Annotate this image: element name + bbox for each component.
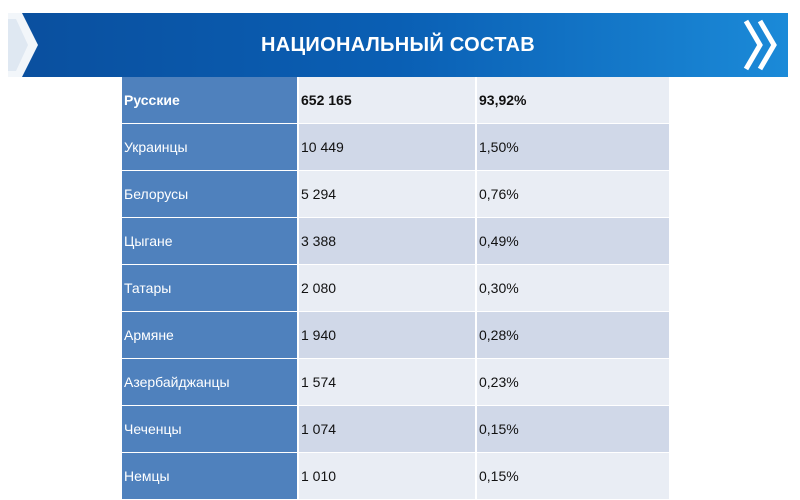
table-row: Белорусы 5 294 0,76% xyxy=(122,170,669,218)
percent-cell: 0,30% xyxy=(476,264,669,312)
count-cell: 1 940 xyxy=(298,311,477,359)
percent-cell: 93,92% xyxy=(476,77,669,124)
title-banner: НАЦИОНАЛЬНЫЙ СОСТАВ xyxy=(8,13,788,77)
table-row: Украинцы 10 449 1,50% xyxy=(122,123,669,171)
count-cell: 1 574 xyxy=(298,358,477,406)
table-row: Азербайджанцы 1 574 0,23% xyxy=(122,358,669,406)
count-cell: 5 294 xyxy=(298,170,477,218)
count-cell: 1 010 xyxy=(298,452,477,500)
nationality-cell: Цыгане xyxy=(122,217,299,265)
table-row: Чеченцы 1 074 0,15% xyxy=(122,405,669,453)
nationality-cell: Немцы xyxy=(122,452,299,500)
percent-cell: 0,23% xyxy=(476,358,669,406)
nationality-cell: Чеченцы xyxy=(122,405,299,453)
double-chevron-right-icon xyxy=(743,19,777,71)
percent-cell: 0,49% xyxy=(476,217,669,265)
percent-cell: 0,76% xyxy=(476,170,669,218)
count-cell: 10 449 xyxy=(298,123,477,171)
nationality-cell: Татары xyxy=(122,264,299,312)
table-row: Русские 652 165 93,92% xyxy=(122,77,669,124)
count-cell: 1 074 xyxy=(298,405,477,453)
percent-cell: 0,28% xyxy=(476,311,669,359)
nationality-cell: Азербайджанцы xyxy=(122,358,299,406)
table-row: Цыгане 3 388 0,49% xyxy=(122,217,669,265)
table-row: Немцы 1 010 0,15% xyxy=(122,452,669,500)
count-cell: 3 388 xyxy=(298,217,477,265)
banner-background xyxy=(8,13,788,77)
percent-cell: 0,15% xyxy=(476,405,669,453)
nationality-cell: Белорусы xyxy=(122,170,299,218)
nationality-table: Русские 652 165 93,92% Украинцы 10 449 1,50% Б… xyxy=(122,77,669,500)
percent-cell: 0,15% xyxy=(476,452,669,500)
percent-cell: 1,50% xyxy=(476,123,669,171)
count-cell: 652 165 xyxy=(298,77,477,124)
page-title: НАЦИОНАЛЬНЫЙ СОСТАВ xyxy=(261,34,535,56)
nationality-cell: Армяне xyxy=(122,311,299,359)
nationality-cell: Украинцы xyxy=(122,123,299,171)
table-row: Армяне 1 940 0,28% xyxy=(122,311,669,359)
count-cell: 2 080 xyxy=(298,264,477,312)
table-row: Татары 2 080 0,30% xyxy=(122,264,669,312)
nationality-cell: Русские xyxy=(122,77,299,124)
